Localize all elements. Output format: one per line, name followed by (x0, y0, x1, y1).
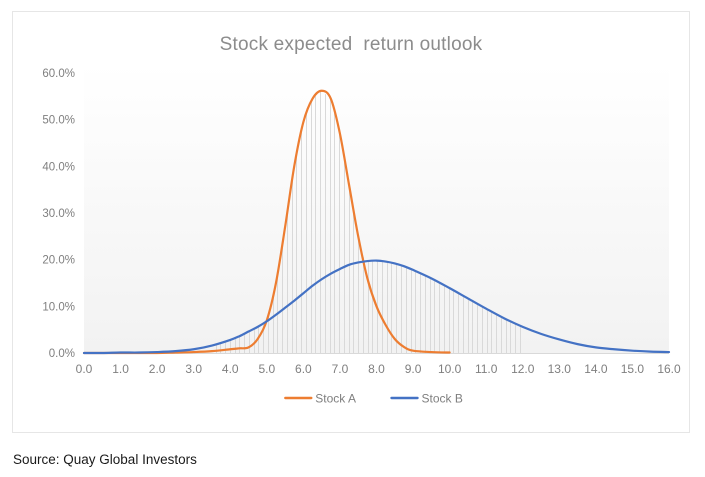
source-note: Source: Quay Global Investors (13, 452, 197, 467)
y-tick-label: 20.0% (42, 255, 75, 267)
x-tick-label: 13.0 (548, 362, 572, 376)
y-axis-tick-labels: 0.0% 10.0% 20.0% 30.0% 40.0% 50.0% 60.0% (42, 68, 75, 360)
x-tick-label: 14.0 (584, 362, 608, 376)
y-tick-label: 30.0% (42, 208, 75, 220)
x-tick-label: 4.0 (222, 362, 239, 376)
x-axis-tick-labels: 0.0 1.0 2.0 3.0 4.0 5.0 6.0 7.0 8.0 9.0 10.0 11.0 12… (76, 362, 681, 376)
x-tick-label: 12.0 (511, 362, 535, 376)
x-tick-label: 10.0 (438, 362, 462, 376)
x-tick-label: 16.0 (657, 362, 681, 376)
x-tick-label: 3.0 (185, 362, 202, 376)
y-tick-label: 50.0% (42, 115, 75, 127)
legend-label[interactable]: Stock B (422, 392, 463, 406)
legend-label[interactable]: Stock A (315, 392, 356, 406)
y-tick-label: 60.0% (42, 68, 75, 80)
series-line-stock-a (82, 89, 451, 355)
x-tick-label: 8.0 (368, 362, 385, 376)
y-tick-label: 40.0% (42, 161, 75, 173)
y-tick-label: 0.0% (49, 348, 75, 360)
x-tick-label: 0.0 (76, 362, 93, 376)
x-tick-label: 11.0 (475, 362, 498, 376)
x-tick-label: 9.0 (405, 362, 422, 376)
x-tick-label: 15.0 (621, 362, 645, 376)
y-tick-label: 10.0% (42, 301, 75, 313)
series-line-stock-b (82, 259, 671, 355)
x-tick-label: 1.0 (112, 362, 129, 376)
chart-plot: 0.0% 10.0% 20.0% 30.0% 40.0% 50.0% 60.0% 0.0 1.… (42, 63, 681, 406)
chart-card: Stock expected return outlook 0.0% 10.0% 2… (12, 11, 690, 433)
vertical-gridlines (84, 63, 669, 353)
chart-title: Stock expected return outlook (219, 34, 483, 55)
x-tick-label: 6.0 (295, 362, 312, 376)
x-tick-label: 2.0 (149, 362, 166, 376)
x-tick-label: 5.0 (258, 362, 275, 376)
x-tick-label: 7.0 (332, 362, 349, 376)
data-series-group (82, 89, 671, 355)
chart-legend[interactable]: Stock A Stock B (284, 392, 463, 406)
